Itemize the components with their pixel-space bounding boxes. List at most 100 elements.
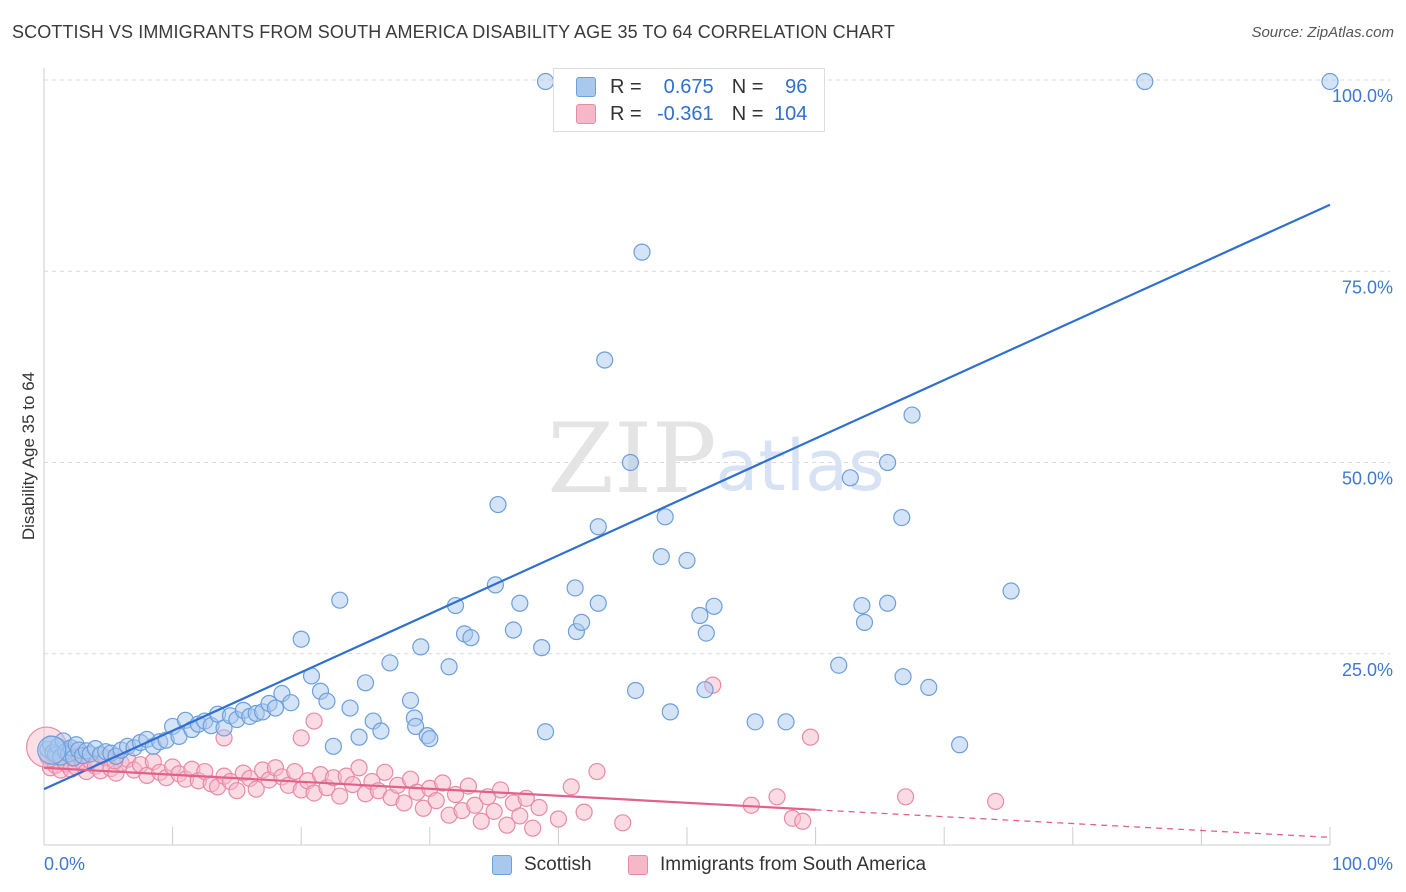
scottish-point-48 — [292, 630, 310, 648]
immigrant-point-71 — [434, 774, 452, 792]
immigrant-point-55 — [331, 787, 349, 805]
scottish-point-110 — [1321, 72, 1339, 91]
legend-row-scottish: R = 0.675 N = 96 — [576, 74, 807, 100]
immigrant-point-94 — [768, 788, 786, 806]
correlation-legend: R = 0.675 N = 96 R = -0.361 N = 104 — [553, 68, 825, 132]
axis-labels: Disability Age 35 to 64 25.0% 50.0% 75.0% 1… — [19, 86, 1393, 874]
scottish-point-98 — [855, 613, 874, 631]
scottish-point-53 — [331, 591, 349, 609]
scottish-point-85 — [652, 547, 670, 566]
immigrant-point-70 — [427, 792, 445, 810]
scottish-point-73 — [511, 594, 529, 612]
scottish-point-82 — [621, 453, 640, 472]
immigrant-point-90 — [588, 762, 606, 781]
scottish-point-90 — [696, 681, 714, 699]
scottish-point-69 — [462, 629, 480, 647]
scottish-point-104 — [920, 678, 938, 697]
immigrant-point-68 — [414, 799, 432, 817]
axes — [43, 68, 1331, 846]
scottish-point-51 — [318, 692, 336, 710]
scottish-point-94 — [777, 713, 795, 731]
immigrant-point-80 — [491, 781, 510, 799]
immigrant-point-87 — [549, 810, 568, 828]
immigrant-point-62 — [376, 763, 394, 781]
scottish-cluster-point — [37, 735, 67, 765]
immigrant-point-48 — [286, 762, 304, 781]
scottish-point-100 — [879, 594, 897, 612]
scottish-point-79 — [589, 518, 607, 536]
scottish-point-59 — [381, 654, 399, 672]
immigrant-point-103 — [305, 712, 323, 730]
scottish-point-84 — [633, 243, 651, 261]
scottish-point-72 — [504, 621, 522, 639]
scottish-point-109 — [1136, 72, 1154, 91]
immigrant-legend-swatch — [628, 855, 648, 875]
immigrant-point-76 — [466, 796, 484, 814]
legend-item-scottish[interactable]: Scottish — [492, 852, 592, 878]
scottish-point-96 — [841, 469, 859, 487]
immigrant-trend-extension — [815, 809, 1331, 838]
scottish-point-83 — [626, 681, 645, 700]
legend-label-immigrants: Immigrants from South America — [660, 854, 927, 875]
immigrant-point-96 — [794, 812, 812, 830]
scottish-point-56 — [356, 674, 375, 692]
legend-item-immigrants[interactable]: Immigrants from South America — [628, 852, 926, 878]
immigrant-point-99 — [987, 792, 1005, 810]
scottish-point-60 — [401, 691, 420, 710]
immigrant-point-65 — [395, 794, 413, 812]
immigrant-point-58 — [350, 759, 368, 777]
n-value-immigrants: 104 — [774, 102, 808, 125]
y-tick-label-2: 75.0% — [1342, 277, 1393, 297]
scottish-point-55 — [350, 728, 368, 746]
legend-label-scottish: Scottish — [524, 854, 592, 875]
immigrant-point-83 — [511, 807, 529, 825]
immigrant-point-42 — [247, 780, 265, 798]
n-value-scottish: 96 — [785, 75, 808, 98]
r-value-immigrants: -0.361 — [656, 102, 714, 125]
scottish-point-74 — [533, 639, 551, 657]
scottish-point-107 — [536, 72, 555, 91]
scottish-point-80 — [589, 594, 607, 612]
scottish-point-52 — [324, 737, 342, 755]
legend-row-immigrants: R = -0.361 N = 104 — [576, 101, 807, 127]
immigrant-point-88 — [562, 778, 580, 796]
scottish-point-66 — [440, 658, 458, 676]
trend-lines — [43, 203, 1331, 838]
x-tick-label-1: 100.0% — [1332, 854, 1393, 874]
immigrant-point-102 — [292, 729, 310, 747]
immigrant-points — [25, 676, 1005, 837]
immigrant-point-79 — [485, 802, 503, 820]
immigrant-point-98 — [897, 788, 915, 806]
scottish-point-45 — [266, 699, 285, 717]
scottish-point-89 — [691, 606, 709, 625]
immigrant-point-39 — [228, 782, 246, 800]
scottish-point-58 — [372, 722, 390, 740]
scottish-point-87 — [661, 703, 679, 721]
scottish-point-63 — [412, 638, 430, 656]
scottish-swatch — [576, 77, 596, 97]
scottish-point-101 — [894, 668, 912, 686]
chart-title: SCOTTISH VS IMMIGRANTS FROM SOUTH AMERIC… — [12, 22, 895, 42]
scottish-point-91 — [697, 624, 715, 642]
immigrant-point-89 — [575, 803, 593, 821]
scottish-point-62 — [407, 717, 425, 736]
y-tick-label-3: 100.0% — [1332, 86, 1393, 106]
y-axis-label: Disability Age 35 to 64 — [19, 372, 38, 540]
r-label: R = — [610, 102, 642, 125]
scottish-point-76 — [566, 579, 584, 597]
scottish-point-92 — [705, 597, 723, 615]
scottish-point-103 — [903, 406, 921, 424]
immigrant-trend-line — [43, 766, 816, 811]
immigrant-point-97 — [801, 728, 820, 746]
scottish-point-105 — [1002, 582, 1020, 600]
scottish-legend-swatch — [492, 855, 512, 875]
scottish-point-86 — [656, 508, 674, 526]
immigrant-swatch — [576, 104, 596, 124]
scottish-point-106 — [951, 736, 969, 754]
n-label: N = — [731, 102, 764, 125]
r-label: R = — [610, 75, 642, 98]
scottish-point-88 — [678, 551, 696, 570]
immigrant-point-91 — [614, 814, 632, 832]
source-label: Source: ZipAtlas.com — [1251, 24, 1394, 41]
